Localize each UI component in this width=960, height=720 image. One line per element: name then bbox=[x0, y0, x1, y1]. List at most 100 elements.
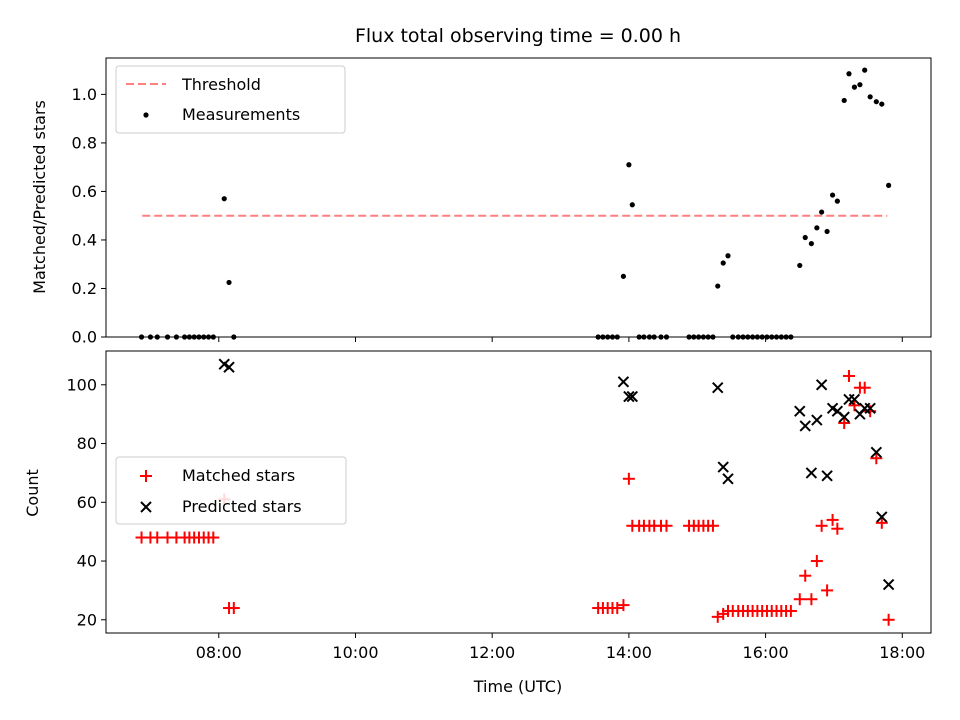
measurement-point bbox=[857, 82, 863, 88]
matched-star-point bbox=[617, 599, 630, 612]
measurement-point bbox=[819, 209, 825, 215]
matched-stars-series bbox=[135, 369, 895, 626]
predicted-star-point bbox=[722, 473, 734, 485]
measurement-point bbox=[620, 273, 627, 279]
matched-star-point bbox=[711, 610, 724, 623]
bottom-x-ticks: 08:00 10:00 12:00 14:00 16:00 18:00 bbox=[196, 633, 925, 662]
measurement-point bbox=[886, 182, 892, 188]
matched-star-point bbox=[810, 555, 823, 568]
matched-star-point bbox=[799, 569, 812, 582]
predicted-star-point bbox=[712, 382, 724, 394]
legend-predicted-swatch bbox=[140, 501, 152, 513]
x-tick-label: 14:00 bbox=[606, 643, 652, 662]
legend-threshold-label: Threshold bbox=[181, 75, 261, 94]
x-tick-label: 16:00 bbox=[743, 643, 789, 662]
matched-star-point bbox=[805, 593, 818, 606]
predicted-star-point bbox=[799, 420, 811, 432]
x-tick-label: 12:00 bbox=[469, 643, 515, 662]
predicted-star-point bbox=[838, 411, 850, 423]
matched-star-point bbox=[207, 531, 220, 544]
matched-star-point bbox=[842, 369, 855, 382]
bottom-y-tick-label: 40 bbox=[77, 552, 97, 571]
matched-star-point bbox=[784, 604, 797, 617]
top-y-tick-label: 0.4 bbox=[72, 230, 97, 249]
measurement-point bbox=[221, 196, 227, 202]
measurement-point bbox=[626, 162, 632, 168]
measurement-point bbox=[720, 260, 726, 266]
predicted-star-point bbox=[821, 470, 833, 482]
top-panel: 0.0 0.2 0.4 0.6 0.8 1.0 Matched/Predicted sta… bbox=[30, 57, 932, 347]
x-axis-label: Time (UTC) bbox=[473, 677, 562, 696]
top-y-ticks: 0.0 0.2 0.4 0.6 0.8 1.0 bbox=[72, 85, 106, 347]
predicted-star-point bbox=[805, 467, 818, 479]
matched-star-point bbox=[611, 602, 624, 615]
measurement-point bbox=[879, 101, 885, 107]
chart-title: Flux total observing time = 0.00 h bbox=[355, 25, 681, 47]
matched-star-point bbox=[815, 519, 828, 532]
predicted-star-point bbox=[223, 361, 235, 373]
predicted-star-point bbox=[876, 511, 888, 523]
top-y-tick-label: 0.8 bbox=[72, 133, 97, 152]
matched-star-point bbox=[622, 472, 635, 485]
predicted-star-point bbox=[811, 414, 823, 426]
measurement-point bbox=[725, 253, 731, 259]
measurement-point bbox=[629, 202, 635, 208]
predicted-star-point bbox=[617, 376, 630, 388]
matched-star-point bbox=[151, 531, 164, 544]
measurement-point bbox=[814, 225, 820, 231]
measurement-point bbox=[867, 94, 873, 100]
predicted-star-point bbox=[815, 379, 828, 391]
predicted-star-point bbox=[623, 390, 635, 403]
bottom-y-tick-label: 100 bbox=[66, 375, 97, 394]
bottom-legend-box bbox=[115, 456, 347, 525]
x-tick-label: 08:00 bbox=[196, 643, 242, 662]
matched-star-point bbox=[858, 381, 871, 394]
bottom-y-tick-label: 20 bbox=[77, 610, 97, 629]
matched-star-point bbox=[882, 613, 895, 626]
bottom-y-tick-label: 80 bbox=[77, 434, 97, 453]
legend-predicted-label: Predicted stars bbox=[182, 497, 302, 516]
measurement-point bbox=[862, 67, 868, 73]
measurement-point bbox=[873, 99, 879, 105]
matched-star-point bbox=[875, 516, 888, 529]
matched-star-point bbox=[793, 593, 806, 606]
measurement-point bbox=[715, 283, 721, 289]
legend-matched-swatch bbox=[140, 470, 152, 482]
measurement-point bbox=[797, 262, 803, 269]
predicted-star-point bbox=[794, 405, 806, 417]
top-y-tick-label: 0.0 bbox=[72, 328, 97, 347]
top-y-tick-label: 0.6 bbox=[72, 182, 97, 201]
predicted-star-point bbox=[717, 461, 729, 473]
predicted-star-point bbox=[864, 402, 876, 414]
top-legend: Threshold Measurements bbox=[115, 65, 346, 134]
matched-star-point bbox=[870, 452, 883, 465]
measurement-point bbox=[226, 279, 232, 286]
predicted-star-point bbox=[626, 390, 639, 403]
measurement-point bbox=[841, 97, 847, 104]
legend-matched-label: Matched stars bbox=[182, 466, 295, 485]
legend-measurements-label: Measurements bbox=[182, 105, 300, 124]
measurement-point bbox=[851, 84, 858, 90]
measurement-point bbox=[802, 234, 808, 241]
bottom-panel: 20 40 60 80 100 08:00 10:00 12:00 14:00 16:00 18:… bbox=[23, 350, 932, 696]
bottom-y-ticks: 20 40 60 80 100 bbox=[66, 375, 106, 629]
matched-star-point bbox=[838, 416, 851, 429]
matched-star-point bbox=[826, 513, 839, 526]
matched-star-point bbox=[706, 519, 719, 532]
bottom-axes-frame bbox=[105, 350, 932, 634]
top-y-axis-label: Matched/Predicted stars bbox=[30, 100, 49, 294]
bottom-y-axis-label: Count bbox=[23, 469, 42, 517]
top-axes-frame bbox=[105, 57, 932, 338]
measurement-point bbox=[829, 192, 836, 198]
predicted-star-point bbox=[870, 446, 883, 459]
matched-star-point bbox=[831, 522, 844, 535]
legend-measurements-swatch bbox=[143, 112, 149, 118]
matched-star-point bbox=[821, 584, 834, 597]
measurement-point bbox=[834, 198, 840, 204]
predicted-star-point bbox=[882, 578, 895, 591]
measurement-point bbox=[808, 240, 814, 247]
matched-star-point bbox=[227, 602, 240, 615]
bottom-legend: Matched stars Predicted stars bbox=[115, 456, 347, 525]
x-tick-label: 10:00 bbox=[332, 643, 378, 662]
